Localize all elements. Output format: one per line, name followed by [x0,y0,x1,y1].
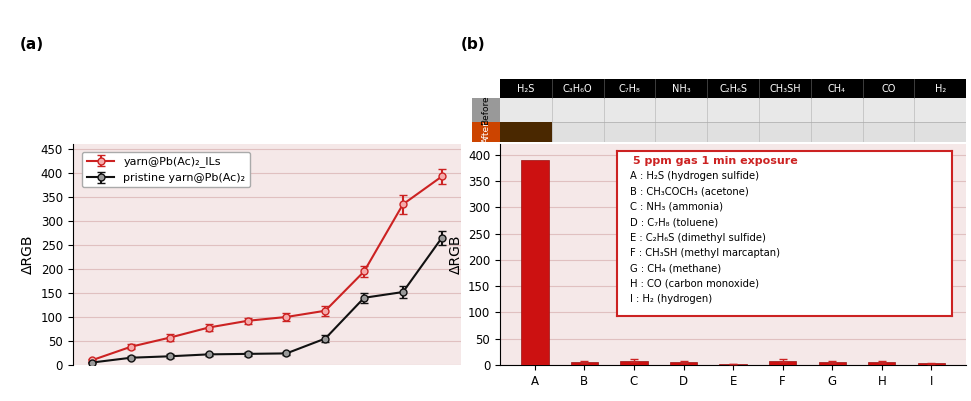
Text: 1: 1 [205,129,213,139]
Text: 10 s: 10 s [82,104,103,114]
Text: H₂S: H₂S [518,83,535,93]
Text: E : C₂H₆S (dimethyl sulfide): E : C₂H₆S (dimethyl sulfide) [630,233,766,243]
Text: B : CH₃COCH₃ (acetone): B : CH₃COCH₃ (acetone) [630,186,749,196]
Text: 5 ppm gas 1 min exposure: 5 ppm gas 1 min exposure [633,156,798,166]
Bar [472,122,500,142]
Text: C₇H₈: C₇H₈ [619,83,641,93]
Text: 1: 1 [244,129,251,139]
Text: 1: 1 [88,129,96,139]
Text: 40 s: 40 s [198,104,219,114]
Bar [670,362,697,365]
Text: 5: 5 [438,129,446,139]
Text: 60 s: 60 s [392,104,414,114]
Legend: yarn@Pb(Ac)₂_ILs, pristine yarn@Pb(Ac)₂: yarn@Pb(Ac)₂_ILs, pristine yarn@Pb(Ac)₂ [83,152,250,188]
Text: After: After [482,121,490,143]
Y-axis label: ΔRGB: ΔRGB [21,235,35,274]
Bar [500,122,966,142]
Text: 60 s: 60 s [431,104,452,114]
Text: (a): (a) [19,37,44,52]
Text: 50 s: 50 s [237,104,258,114]
Text: 60 s: 60 s [353,104,375,114]
Text: 30 s: 30 s [159,104,181,114]
Bar [868,362,895,365]
Text: [H₂S], ppm: [H₂S], ppm [79,126,143,136]
Text: F : CH₃SH (methyl marcaptan): F : CH₃SH (methyl marcaptan) [630,248,780,258]
Bar [720,364,747,365]
Bar [500,79,966,98]
Bar [620,361,648,365]
Text: CH₄: CH₄ [827,83,846,93]
Text: H₂: H₂ [935,83,946,93]
Text: 3: 3 [360,129,368,139]
Text: 1: 1 [283,129,290,139]
Text: C₂H₆S: C₂H₆S [720,83,747,93]
Text: CH₃SH: CH₃SH [769,83,801,93]
Text: G : CH₄ (methane): G : CH₄ (methane) [630,263,721,273]
Text: 1: 1 [127,129,135,139]
Bar [571,362,598,365]
Bar [918,363,945,365]
Text: 1: 1 [166,129,174,139]
Text: I : H₂ (hydrogen): I : H₂ (hydrogen) [630,294,712,304]
Text: 4: 4 [399,129,407,139]
Text: (b): (b) [461,37,486,52]
Text: NH₃: NH₃ [672,83,690,93]
Y-axis label: ΔRGB: ΔRGB [449,235,462,274]
Bar [500,98,966,122]
Bar [521,160,549,365]
Text: A : H₂S (hydrogen sulfide): A : H₂S (hydrogen sulfide) [630,171,759,181]
Text: 2: 2 [321,129,329,139]
Bar [500,122,552,142]
Text: 60 s: 60 s [315,104,336,114]
Text: C : NH₃ (ammonia): C : NH₃ (ammonia) [630,202,723,212]
Bar [769,361,796,365]
Text: D : C₇H₈ (toluene): D : C₇H₈ (toluene) [630,217,719,227]
Text: 60 s: 60 s [276,104,297,114]
Text: H : CO (carbon monoxide): H : CO (carbon monoxide) [630,279,759,289]
Bar [819,362,846,365]
Text: C₃H₆O: C₃H₆O [563,83,592,93]
Text: 20 s: 20 s [120,104,142,114]
Text: CO: CO [882,83,895,93]
Text: Exposure time: Exposure time [84,84,165,94]
Text: Before: Before [482,95,490,125]
Bar [472,98,500,122]
